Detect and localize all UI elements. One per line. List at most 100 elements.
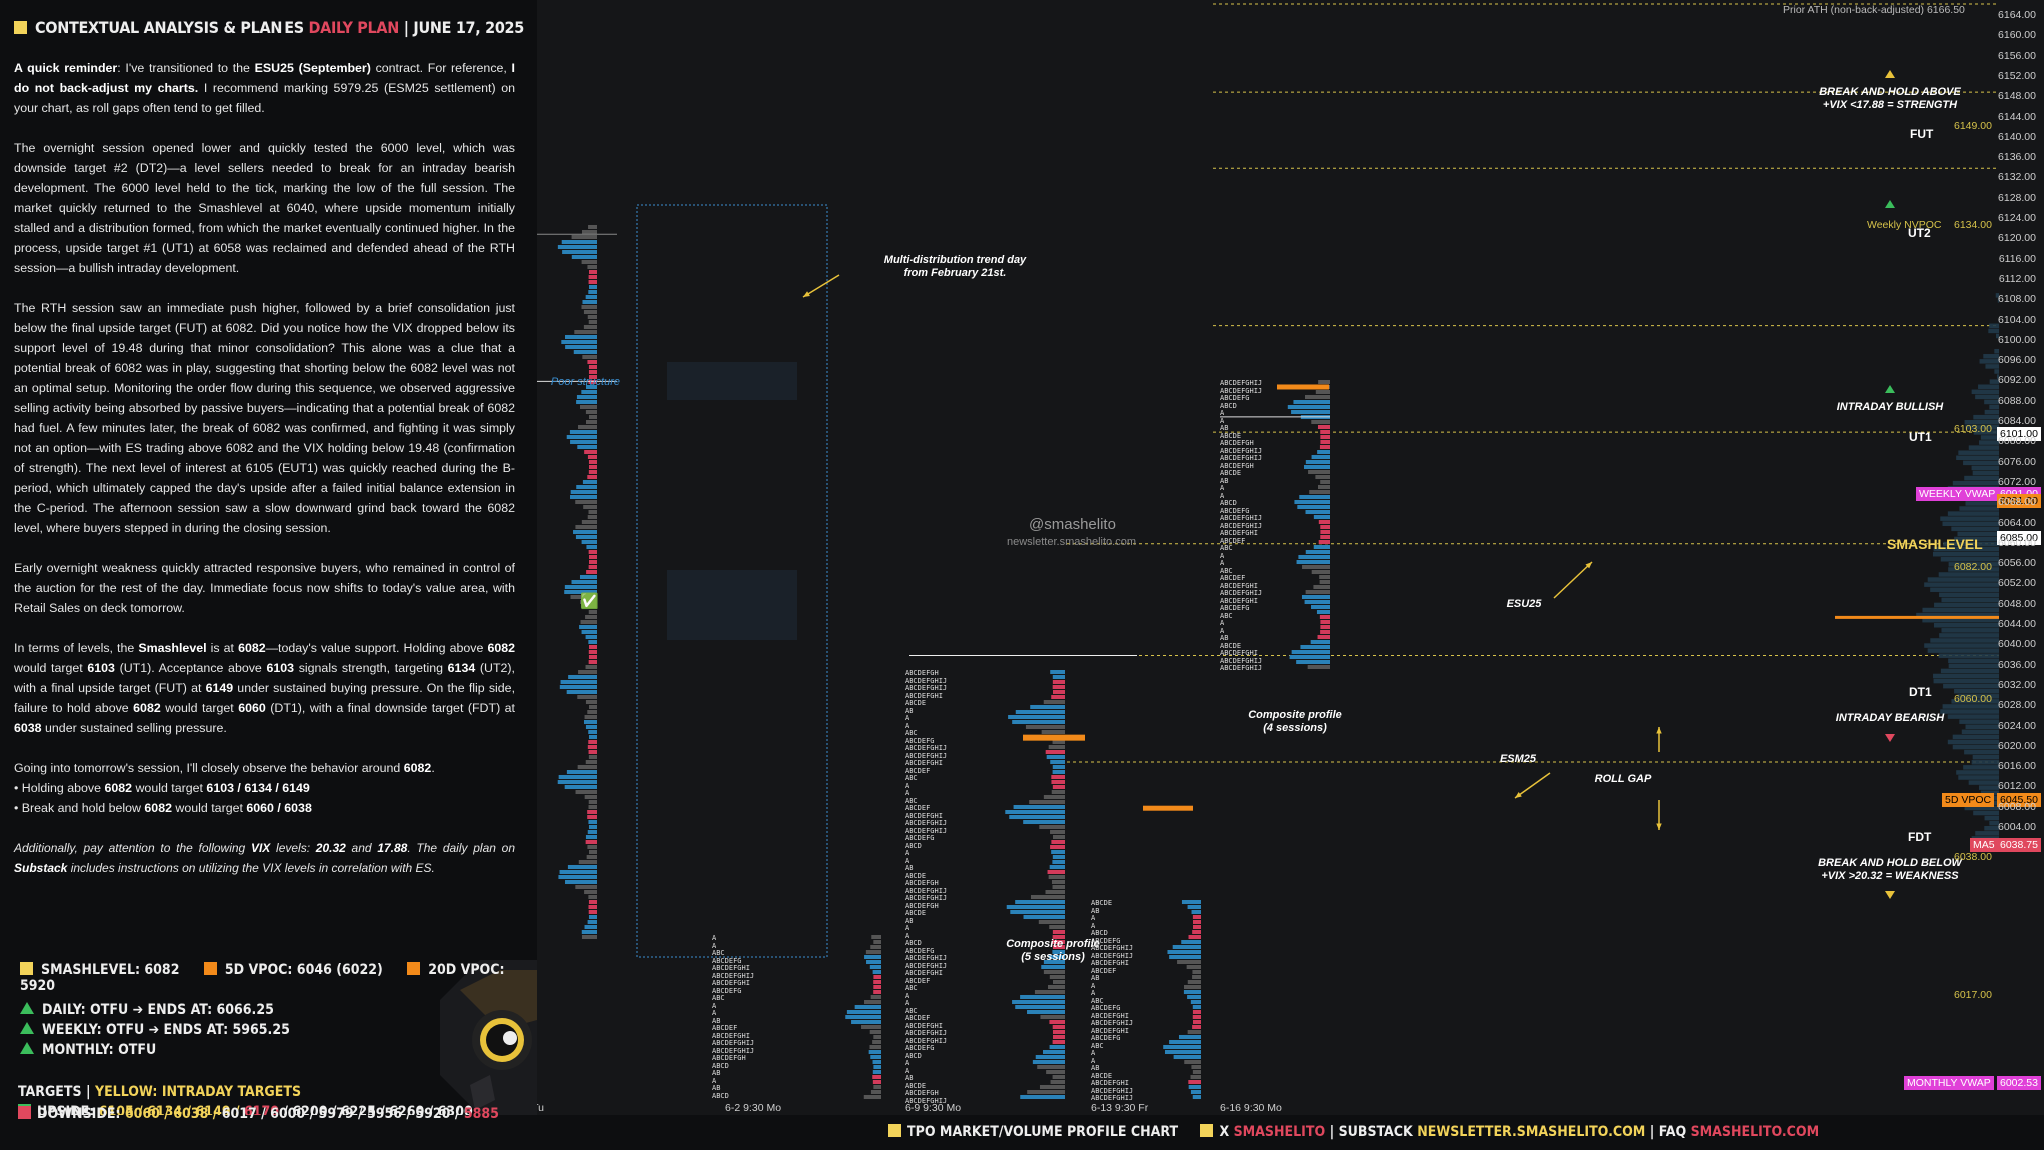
profile-bar — [1038, 920, 1065, 924]
tpo-letters: ABCDEF — [905, 766, 931, 775]
profile-bar — [1027, 1010, 1065, 1014]
profile-bar — [1051, 695, 1065, 699]
note-break-above: BREAK AND HOLD ABOVE +VIX <17.88 = STRENG… — [1780, 86, 2000, 112]
profile-bar — [869, 965, 881, 969]
profile-bar — [1320, 630, 1330, 634]
profile-bar — [585, 615, 597, 619]
volume-bar — [1989, 379, 1999, 384]
y-axis-tick: 6144.00 — [1998, 110, 2036, 123]
tpo-letters: ABCDEF — [1220, 536, 1246, 545]
profile-bar — [1187, 1030, 1201, 1034]
tpo-letters: A — [1091, 989, 1096, 997]
volume-bar — [1933, 623, 1999, 628]
note-multi-dist-1: Multi-distribution trend day — [883, 254, 1027, 266]
vpoc-bar — [1023, 734, 1085, 741]
footer-x-handle[interactable]: SMASHELITO — [1233, 1124, 1326, 1140]
profile-bar — [1192, 1095, 1201, 1099]
p1-e: I do not back-adjust my charts. — [14, 61, 515, 95]
profile-bar — [588, 375, 597, 379]
volume-bar — [1942, 521, 1999, 526]
tag-ma5-value: 6038.75 — [1997, 838, 2041, 852]
p5-e: —today's value support. Holding above — [265, 641, 488, 655]
tpo-letters: ABCDEFGHI — [905, 969, 943, 977]
profile-bar — [585, 665, 597, 669]
p7-i: includes instructions on utilizing the V… — [67, 861, 435, 875]
profile-bar — [1294, 500, 1330, 504]
tag-ma5: MA5 — [1970, 838, 1998, 852]
profile-bar — [873, 975, 881, 979]
profile-bar — [570, 440, 597, 444]
tpo-letters: ABCDEFG — [1220, 394, 1250, 402]
profile-bar — [577, 445, 597, 449]
profile-bar — [873, 1035, 881, 1039]
profile-bar — [558, 875, 597, 879]
level-fdt-value: 6038.00 — [1954, 851, 1992, 863]
profile-bar — [1043, 960, 1065, 964]
volume-bar — [1958, 450, 1999, 455]
p5-t: 6038 — [14, 721, 42, 735]
volume-bar — [1938, 572, 1999, 577]
p5-d: 6082 — [238, 641, 266, 655]
profile-bar — [588, 910, 597, 914]
profile-bar — [581, 230, 597, 234]
y-axis-tick: 6120.00 — [1998, 232, 2036, 245]
p6-l2b: 6082 — [144, 801, 172, 815]
footer-x-label: X — [1219, 1124, 1230, 1140]
note-roll-gap: ROLL GAP — [1594, 773, 1652, 785]
tpo-letters: A — [712, 1001, 717, 1010]
profile-bar — [1320, 435, 1330, 439]
price-tag-6101: 6101.00 — [1997, 427, 2041, 441]
volume-bar — [1964, 805, 1999, 811]
price-tag-6085: 6085.00 — [1997, 531, 2041, 545]
profile-bar — [1052, 835, 1065, 839]
profile-bar — [1318, 380, 1330, 384]
profile-bar — [1006, 905, 1065, 909]
footer-substack-link[interactable]: NEWSLETTER.SMASHELITO.COM — [1417, 1124, 1646, 1140]
tpo-letters: ABCDEFG — [905, 946, 935, 955]
volume-bar — [1971, 465, 1999, 471]
targets-label: TARGETS — [18, 1084, 82, 1100]
y-axis-tick: 6084.00 — [1998, 415, 2036, 427]
profile-bar — [873, 990, 881, 994]
profile-bar — [863, 1095, 881, 1099]
profile-bar — [580, 600, 597, 604]
tpo-letters: A — [1220, 484, 1225, 492]
y-axis-tick: 6044.00 — [1998, 618, 2036, 630]
trend-weekly-label: WEEKLY: OTFU — [42, 1022, 145, 1038]
profile-bar — [585, 295, 597, 299]
volume-bar — [1956, 770, 1999, 775]
profile-bar — [1311, 420, 1330, 424]
tpo-letters: A — [1091, 914, 1096, 922]
volume-bar — [1988, 328, 1999, 334]
p6-l2a: • Break and hold below — [14, 801, 145, 815]
profile-bar — [588, 740, 597, 744]
tpo-chart[interactable]: @smashelito newsletter.smashelito.com Pr… — [537, 0, 2044, 1115]
tpo-letters: ABCDEFG — [905, 834, 935, 842]
volume-bar — [1989, 404, 1999, 410]
x-axis-date: 6-16 9:30 Mo — [1220, 1102, 1282, 1114]
tpo-letters: ABCDEFGHI — [1091, 1026, 1129, 1035]
footer-faq-link[interactable]: SMASHELITO.COM — [1690, 1124, 1820, 1140]
profile-bar — [1013, 805, 1065, 809]
profile-bar — [1192, 930, 1201, 934]
tpo-letters: A — [1220, 491, 1225, 500]
profile-bar — [588, 290, 597, 294]
tpo-letters: ABCDE — [1091, 899, 1113, 907]
volume-bar — [1940, 516, 1999, 521]
profile-bar — [1043, 970, 1065, 974]
profile-bar — [1052, 685, 1065, 689]
volume-bar — [1927, 648, 1999, 653]
tpo-letters: ABCDEFG — [1091, 936, 1121, 945]
tpo-letters: ABCDEFGHIJ — [905, 886, 948, 895]
tpo-letters: ABCDEFGHIJ — [1220, 656, 1263, 665]
profile-bar — [588, 655, 597, 659]
profile-bar — [1052, 980, 1065, 984]
level-fut-value: 6149.00 — [1954, 120, 1992, 132]
volume-bar — [1948, 658, 1999, 664]
note-multi-distribution: Multi-distribution trend day from Februar… — [855, 254, 1055, 280]
profile-bar — [576, 485, 597, 489]
level-fdt-name: FDT — [1908, 830, 1932, 844]
profile-bar — [585, 840, 597, 844]
tpo-letters: A — [1220, 416, 1225, 425]
arrow-multi-dist — [802, 274, 840, 298]
